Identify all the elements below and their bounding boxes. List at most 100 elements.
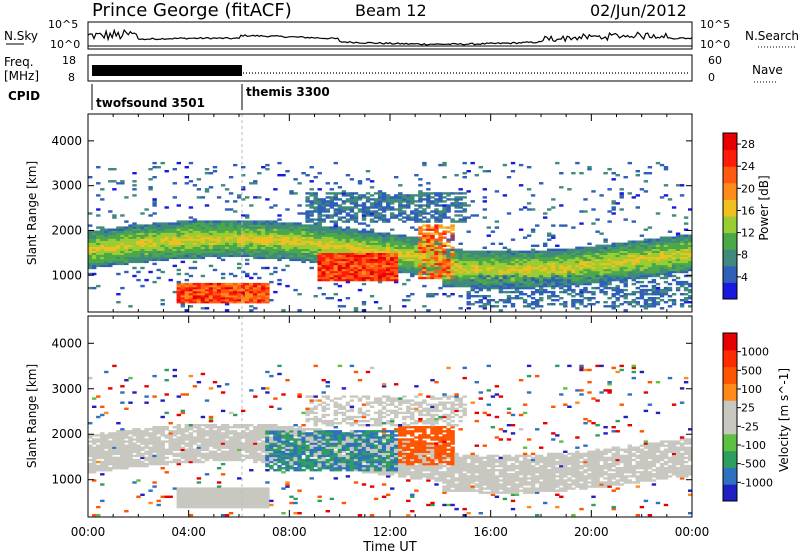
power-cell (253, 273, 257, 275)
power-cell (144, 224, 148, 226)
power-cell (358, 267, 362, 269)
power-cell (567, 293, 571, 295)
power-cell (483, 170, 487, 172)
power-cell (406, 295, 410, 297)
power-cell (157, 269, 161, 271)
power-cell (656, 301, 660, 303)
power-cell (660, 293, 664, 295)
power-cell (640, 235, 644, 237)
power-cell (386, 267, 390, 269)
power-cell (221, 293, 225, 295)
power-cell (277, 229, 281, 231)
power-cell (185, 255, 189, 257)
power-cell (664, 293, 668, 295)
power-cell (221, 243, 225, 245)
power-cell (310, 180, 314, 182)
power-cell (607, 220, 611, 222)
power-cell (330, 216, 334, 218)
power-cell (152, 166, 156, 168)
velocity-cell (165, 426, 169, 428)
power-cell (414, 174, 418, 176)
power-cell (567, 188, 571, 190)
power-cell (136, 224, 140, 226)
power-cell (88, 287, 92, 289)
velocity-cell (96, 445, 100, 447)
power-cell (644, 229, 648, 231)
power-cell (414, 216, 418, 218)
power-cell (559, 255, 563, 257)
power-cell (346, 255, 350, 257)
velocity-cell (96, 395, 100, 397)
power-cell (314, 192, 318, 194)
power-cell (354, 255, 358, 257)
power-cell (418, 267, 422, 269)
power-cell (676, 255, 680, 257)
velocity-cell (116, 432, 120, 434)
power-cell (450, 204, 454, 206)
power-cell (499, 267, 503, 269)
power-cell (314, 176, 318, 178)
velocity-cell (92, 459, 96, 461)
velocity-cell (161, 496, 165, 498)
power-cell (648, 166, 652, 168)
power-cell (422, 243, 426, 245)
power-cell (305, 192, 309, 194)
power-cell (318, 255, 322, 257)
power-cell (583, 255, 587, 257)
power-cell (177, 293, 181, 295)
power-cell (237, 263, 241, 265)
velocity-cell (132, 445, 136, 447)
power-cell (374, 233, 378, 235)
power-cell (640, 281, 644, 283)
power-cell (354, 307, 358, 309)
power-cell (446, 192, 450, 194)
power-cell (293, 255, 297, 257)
velocity-cell (157, 453, 161, 455)
power-cell (652, 279, 656, 281)
power-cell (148, 255, 152, 257)
velocity-cell (181, 487, 185, 489)
power-cell (636, 174, 640, 176)
velocity-cell (124, 510, 128, 512)
velocity-cell (88, 459, 92, 461)
power-cell (483, 251, 487, 253)
power-cell (624, 243, 628, 245)
power-cell (519, 184, 523, 186)
power-cell (293, 222, 297, 224)
power-cell (213, 243, 217, 245)
power-cell (503, 251, 507, 253)
velocity-cell (132, 455, 136, 457)
power-cell (342, 220, 346, 222)
power-cell (157, 243, 161, 245)
velocity-cell (173, 487, 177, 489)
power-cell (567, 255, 571, 257)
power-cell (285, 285, 289, 287)
velocity-cell (120, 467, 124, 469)
power-cell (551, 293, 555, 295)
power-cell (120, 214, 124, 216)
power-cell (426, 267, 430, 269)
power-cell (229, 220, 233, 222)
power-cell (640, 289, 644, 291)
power-cell (209, 255, 213, 257)
power-cell (285, 208, 289, 210)
power-cell (467, 251, 471, 253)
power-cell (249, 182, 253, 184)
velocity-cell (104, 434, 108, 436)
velocity-cell (165, 471, 169, 473)
power-cell (571, 249, 575, 251)
power-cell (390, 255, 394, 257)
power-cell (326, 243, 330, 245)
power-cell (189, 180, 193, 182)
velocity-cell (136, 445, 140, 447)
power-cell (362, 301, 366, 303)
power-cell (507, 291, 511, 293)
power-cell (547, 295, 551, 297)
power-cell (185, 279, 189, 281)
power-cell (378, 279, 382, 281)
power-cell (515, 251, 519, 253)
power-cell (446, 216, 450, 218)
power-cell (382, 192, 386, 194)
velocity-cell (108, 387, 112, 389)
velocity-cell (181, 498, 185, 500)
